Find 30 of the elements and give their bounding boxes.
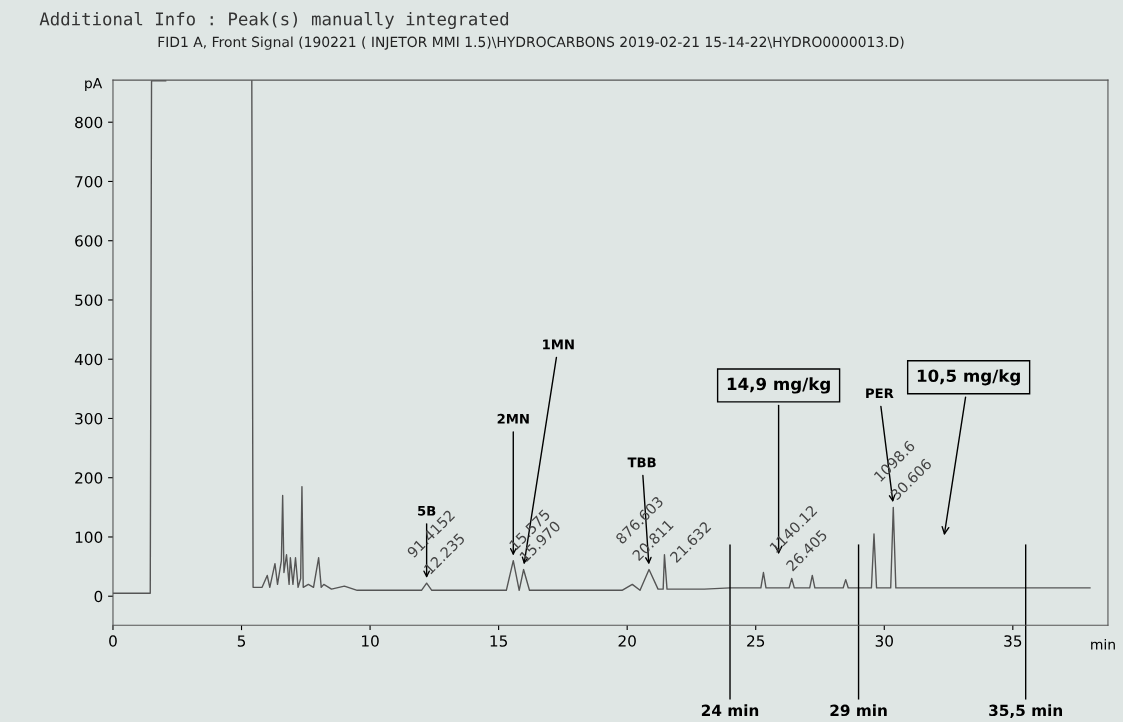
annotation: 14,9 mg/kg: [727, 377, 830, 394]
y-tick-label: 200: [75, 472, 103, 484]
y-tick-label: 0: [94, 590, 103, 603]
ref-line-label: 24 min: [701, 704, 759, 716]
y-tick-label: 600: [75, 235, 103, 247]
ref-line-label: 29 min: [830, 704, 887, 717]
annotation: TBB: [627, 457, 656, 468]
x-tick-label: 35: [1004, 635, 1022, 647]
annotation: 1MN: [543, 339, 574, 350]
annotation: 2MN: [497, 413, 529, 424]
y-tick-label: 700: [75, 175, 103, 188]
x-tick-label: 20: [618, 635, 636, 647]
x-axis-title: min: [1091, 638, 1115, 650]
x-tick-label: 10: [362, 635, 379, 647]
y-axis-title: pA: [85, 78, 103, 92]
x-tick-label: 25: [747, 635, 765, 647]
y-tick-label: 300: [75, 412, 103, 425]
chart-subtitle: FID1 A, Front Signal (190221 ( INJETOR MMI 1.5)\HYDROCARBONS 2019-02-21 15-14-22\HYDRO0000013.D): [158, 36, 904, 50]
annotation: 10,5 mg/kg: [917, 369, 1020, 386]
annotation: PER: [866, 388, 894, 399]
ref-line-label: 35,5 min: [989, 704, 1063, 719]
chart-title: Additional Info : Peak(s) manually integrated: [39, 11, 509, 29]
x-tick-label: 30: [875, 635, 893, 647]
y-tick-label: 100: [75, 531, 103, 543]
x-tick-label: 0: [109, 635, 117, 647]
y-tick-label: 400: [74, 353, 103, 366]
y-tick-label: 500: [75, 294, 103, 306]
y-tick-label: 800: [75, 116, 103, 129]
x-tick-label: 5: [237, 635, 246, 647]
x-tick-label: 15: [490, 635, 508, 647]
